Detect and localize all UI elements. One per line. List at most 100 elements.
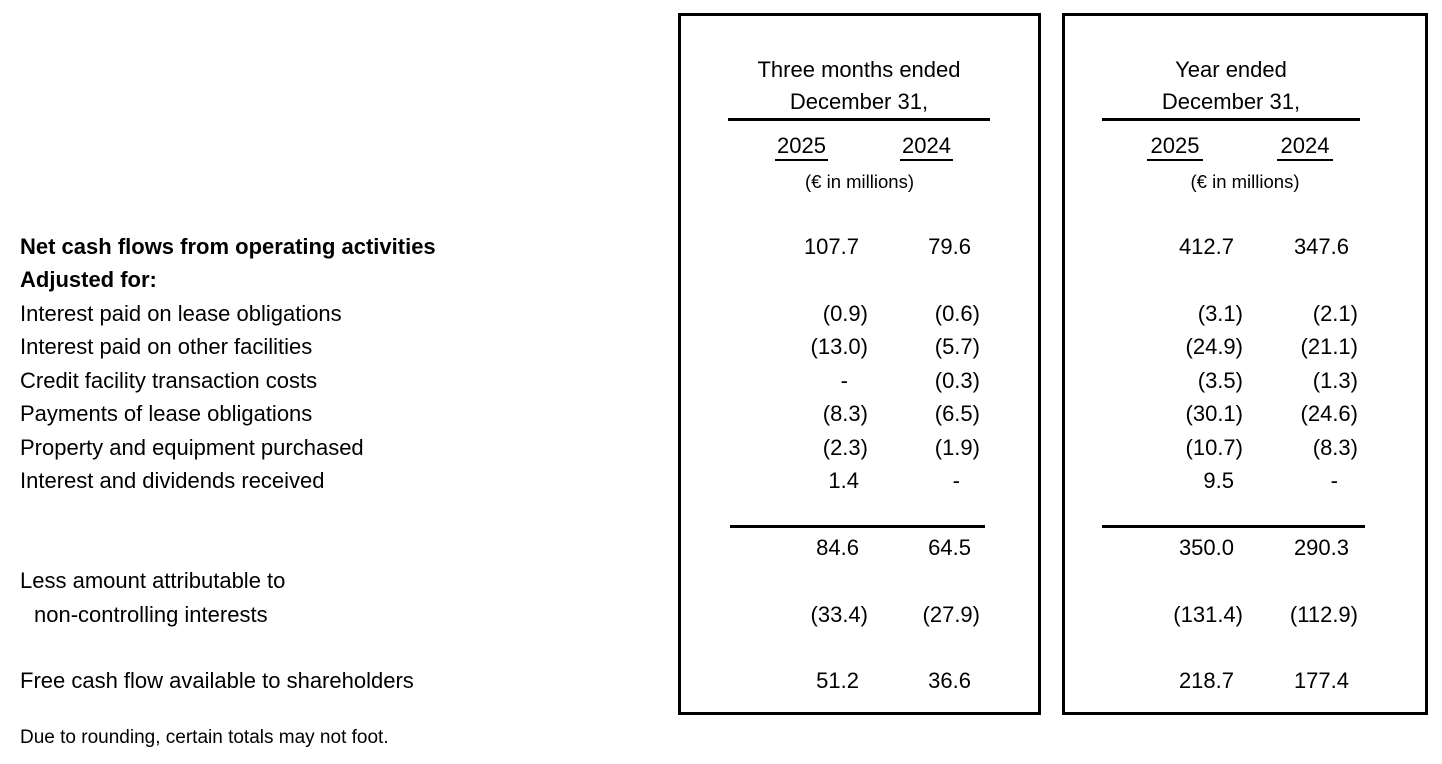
row-label: Interest paid on lease obligations xyxy=(20,300,342,326)
value-cell: 107.7 xyxy=(803,234,859,259)
value-cell: (5.7) xyxy=(934,334,980,360)
value-cell: - xyxy=(840,367,848,393)
table-row: Net cash flows from operating activities xyxy=(20,230,670,263)
value-cell: (13.0) xyxy=(810,334,868,360)
row-label: Credit facility transaction costs xyxy=(20,367,318,393)
value-cell: (1.3) xyxy=(1312,367,1358,393)
value-cell: (2.1) xyxy=(1312,300,1358,326)
value-cell: (3.1) xyxy=(1197,300,1243,326)
table-row: Less amount attributable to xyxy=(20,564,670,597)
column-year-2025: 2025 xyxy=(775,133,828,161)
value-cell xyxy=(868,263,980,296)
period-box-three-months: Three months ended December 31, 2025 202… xyxy=(678,13,1041,715)
table-row-subtotal: 84.6 64.5 xyxy=(681,531,1038,564)
table-row: non-controlling interests xyxy=(20,598,670,631)
value-cell: 350.0 xyxy=(1178,534,1234,560)
value-cell: (0.3) xyxy=(934,367,980,393)
table-row-subtotal: 350.0 290.3 xyxy=(1065,531,1425,564)
value-column-group: 107.7 79.6 (0.9) (0.6) (13.0) (5.7) - (0.3) … xyxy=(681,230,1038,698)
value-cell: (24.6) xyxy=(1300,401,1358,427)
units-note: (€ in millions) xyxy=(805,171,914,192)
row-label: Interest and dividends received xyxy=(20,467,325,493)
column-year-2024: 2024 xyxy=(1277,133,1333,161)
value-cell: (27.9) xyxy=(922,601,980,627)
period-title: Three months ended December 31, xyxy=(728,54,990,121)
value-cell: (112.9) xyxy=(1289,601,1358,627)
value-cell xyxy=(1243,631,1358,664)
period-title: Year ended December 31, xyxy=(1102,54,1360,121)
value-cell: (3.5) xyxy=(1197,367,1243,393)
value-cell: (2.3) xyxy=(822,434,868,460)
table-row: (0.9) (0.6) xyxy=(681,297,1038,330)
table-row xyxy=(1065,564,1425,597)
value-cell: - xyxy=(1330,467,1338,493)
table-row: - (0.3) xyxy=(681,364,1038,397)
row-label: Payments of lease obligations xyxy=(20,401,313,427)
table-row: 412.7 347.6 xyxy=(1065,230,1425,263)
value-cell: 9.5 xyxy=(1203,467,1234,493)
row-label-column: Net cash flows from operating activities… xyxy=(20,230,670,698)
value-cell: (0.9) xyxy=(822,300,868,326)
table-row: 107.7 79.6 xyxy=(681,230,1038,263)
value-cell xyxy=(681,631,868,664)
table-row: (33.4) (27.9) xyxy=(681,598,1038,631)
period-title-line2: December 31, xyxy=(789,89,929,114)
table-row xyxy=(20,631,670,664)
table-row: (13.0) (5.7) xyxy=(681,330,1038,363)
value-cell: (131.4) xyxy=(1173,601,1243,627)
value-cell: 347.6 xyxy=(1293,234,1349,259)
table-row: (10.7) (8.3) xyxy=(1065,431,1425,464)
value-cell: (1.9) xyxy=(934,434,980,460)
table-row: 9.5 - xyxy=(1065,464,1425,497)
period-title-line2: December 31, xyxy=(1161,89,1301,114)
subtotal-rule xyxy=(1102,525,1365,528)
table-row-total: 218.7 177.4 xyxy=(1065,664,1425,697)
table-row xyxy=(20,531,670,564)
table-row: (30.1) (24.6) xyxy=(1065,397,1425,430)
row-label: non-controlling interests xyxy=(34,601,268,627)
table-row xyxy=(1065,263,1425,296)
table-row xyxy=(681,263,1038,296)
value-cell xyxy=(868,631,980,664)
period-box-year: Year ended December 31, 2025 2024 (€ in … xyxy=(1062,13,1428,715)
row-label: Adjusted for: xyxy=(20,267,157,293)
rounding-footnote: Due to rounding, certain totals may not … xyxy=(20,727,389,748)
value-cell: 177.4 xyxy=(1293,668,1349,694)
value-cell xyxy=(1243,564,1358,597)
table-row xyxy=(681,564,1038,597)
value-cell: (0.6) xyxy=(934,300,980,326)
table-row: 1.4 - xyxy=(681,464,1038,497)
table-row xyxy=(681,631,1038,664)
column-year-2025: 2025 xyxy=(1147,133,1203,161)
row-label: Less amount attributable to xyxy=(20,568,286,594)
table-row: (2.3) (1.9) xyxy=(681,431,1038,464)
table-row: Interest paid on lease obligations xyxy=(20,297,670,330)
value-cell xyxy=(1065,631,1243,664)
table-row-total: 51.2 36.6 xyxy=(681,664,1038,697)
value-cell xyxy=(681,564,868,597)
value-cell: 79.6 xyxy=(928,234,971,259)
table-row: Free cash flow available to shareholders xyxy=(20,664,670,697)
value-cell: (8.3) xyxy=(1312,434,1358,460)
row-label: Interest paid on other facilities xyxy=(20,334,313,360)
value-cell: 36.6 xyxy=(928,668,971,694)
value-cell xyxy=(868,564,980,597)
value-cell: (6.5) xyxy=(934,401,980,427)
table-row: Payments of lease obligations xyxy=(20,397,670,430)
subtotal-rule xyxy=(730,525,985,528)
value-cell xyxy=(1243,263,1358,296)
row-label: Net cash flows from operating activities xyxy=(20,234,436,259)
value-cell: 412.7 xyxy=(1178,234,1234,259)
value-cell: 1.4 xyxy=(828,467,859,493)
value-cell: 51.2 xyxy=(816,668,859,694)
table-row: Credit facility transaction costs xyxy=(20,364,670,397)
table-row: Interest paid on other facilities xyxy=(20,330,670,363)
value-cell: (8.3) xyxy=(822,401,868,427)
table-row xyxy=(1065,631,1425,664)
value-cell xyxy=(681,263,868,296)
period-title-line1: Three months ended xyxy=(757,57,961,82)
value-cell: (24.9) xyxy=(1185,334,1243,360)
table-row: Adjusted for: xyxy=(20,263,670,296)
table-row: Property and equipment purchased xyxy=(20,431,670,464)
